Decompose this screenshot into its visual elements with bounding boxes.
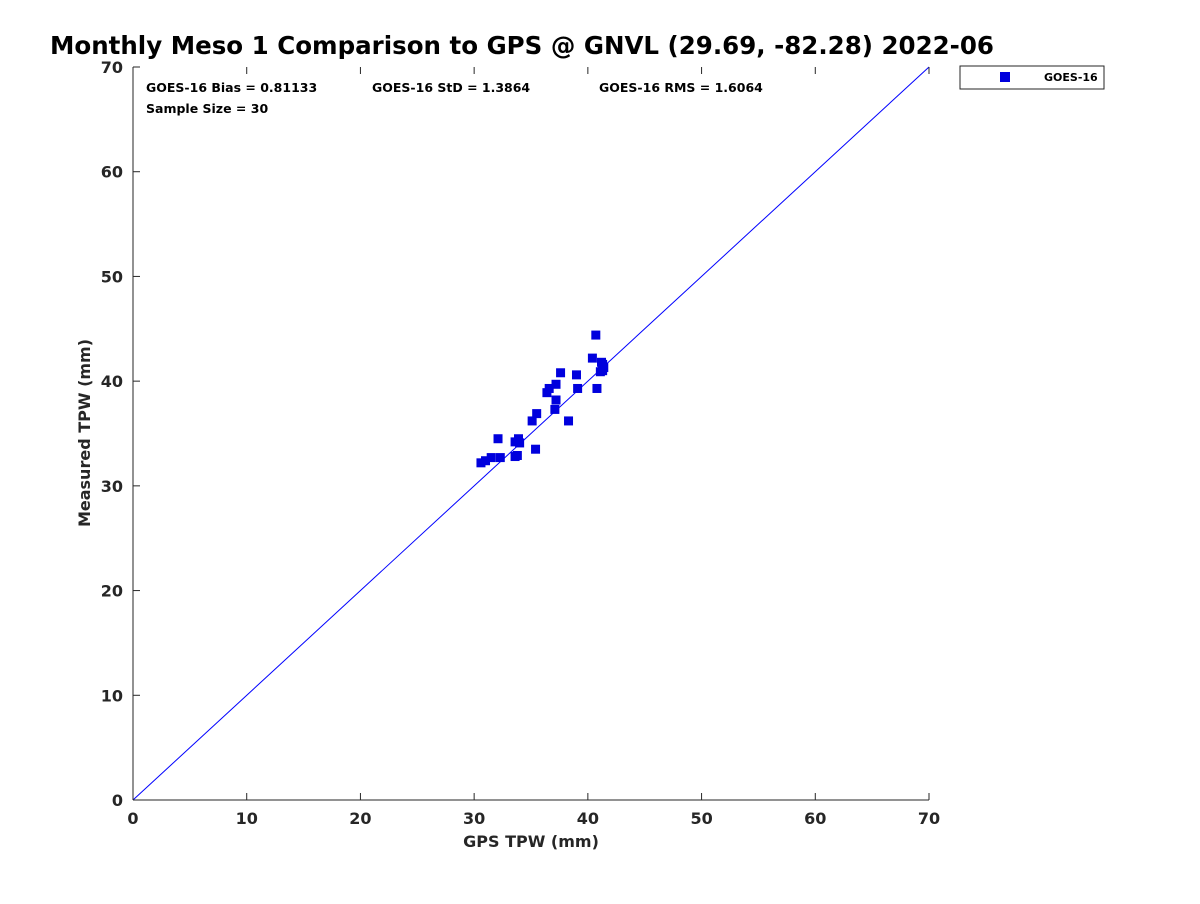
reference-line-layer	[132, 66, 930, 801]
data-point	[532, 409, 542, 419]
y-tick-label: 50	[101, 267, 123, 286]
data-point	[476, 458, 486, 468]
stat-sample-size: Sample Size = 30	[146, 101, 268, 116]
x-axis-label: GPS TPW (mm)	[463, 832, 599, 851]
data-point	[571, 370, 581, 380]
data-point	[551, 379, 561, 389]
x-tick-label: 50	[690, 809, 712, 828]
data-point	[527, 416, 537, 426]
data-point	[515, 438, 525, 448]
reference-line-1to1	[132, 66, 930, 801]
data-point	[573, 383, 583, 393]
data-point	[550, 404, 560, 414]
x-ticks-layer: 0 10 20 30 40 50 60 70	[127, 67, 940, 828]
y-tick-label: 60	[101, 163, 123, 182]
x-tick-label: 20	[349, 809, 371, 828]
y-tick-label: 20	[101, 582, 123, 601]
x-tick-label: 30	[463, 809, 485, 828]
legend-label: GOES-16	[1044, 71, 1098, 84]
data-point	[556, 368, 566, 378]
y-tick-label: 40	[101, 372, 123, 391]
data-point	[544, 383, 554, 393]
y-tick-label: 0	[112, 791, 123, 810]
legend-marker	[1000, 72, 1010, 82]
stat-std: GOES-16 StD = 1.3864	[372, 80, 530, 95]
x-tick-label: 60	[804, 809, 826, 828]
data-point	[481, 456, 491, 466]
legend: GOES-16	[959, 65, 1105, 90]
data-point	[551, 395, 561, 405]
data-points-layer	[476, 330, 609, 468]
x-tick-label: 40	[577, 809, 599, 828]
y-ticks-layer: 0 10 20 30 40 50 60 70	[101, 58, 140, 810]
data-point	[591, 330, 601, 340]
data-point	[486, 453, 496, 463]
stat-bias: GOES-16 Bias = 0.81133	[146, 80, 317, 95]
y-tick-label: 30	[101, 477, 123, 496]
data-point	[493, 434, 503, 444]
data-point	[564, 416, 574, 426]
legend-box	[959, 65, 1105, 90]
x-tick-label: 10	[236, 809, 258, 828]
x-tick-label: 0	[127, 809, 138, 828]
chart-title: Monthly Meso 1 Comparison to GPS @ GNVL …	[50, 31, 994, 60]
y-axis-label: Measured TPW (mm)	[75, 339, 94, 527]
data-point	[592, 383, 602, 393]
y-tick-label: 10	[101, 686, 123, 705]
data-point	[512, 450, 522, 460]
x-tick-label: 70	[918, 809, 940, 828]
data-point	[587, 353, 597, 363]
stat-rms: GOES-16 RMS = 1.6064	[599, 80, 763, 95]
y-tick-label: 70	[101, 58, 123, 77]
data-point	[599, 363, 609, 373]
data-point	[495, 453, 505, 463]
data-point	[531, 444, 541, 454]
